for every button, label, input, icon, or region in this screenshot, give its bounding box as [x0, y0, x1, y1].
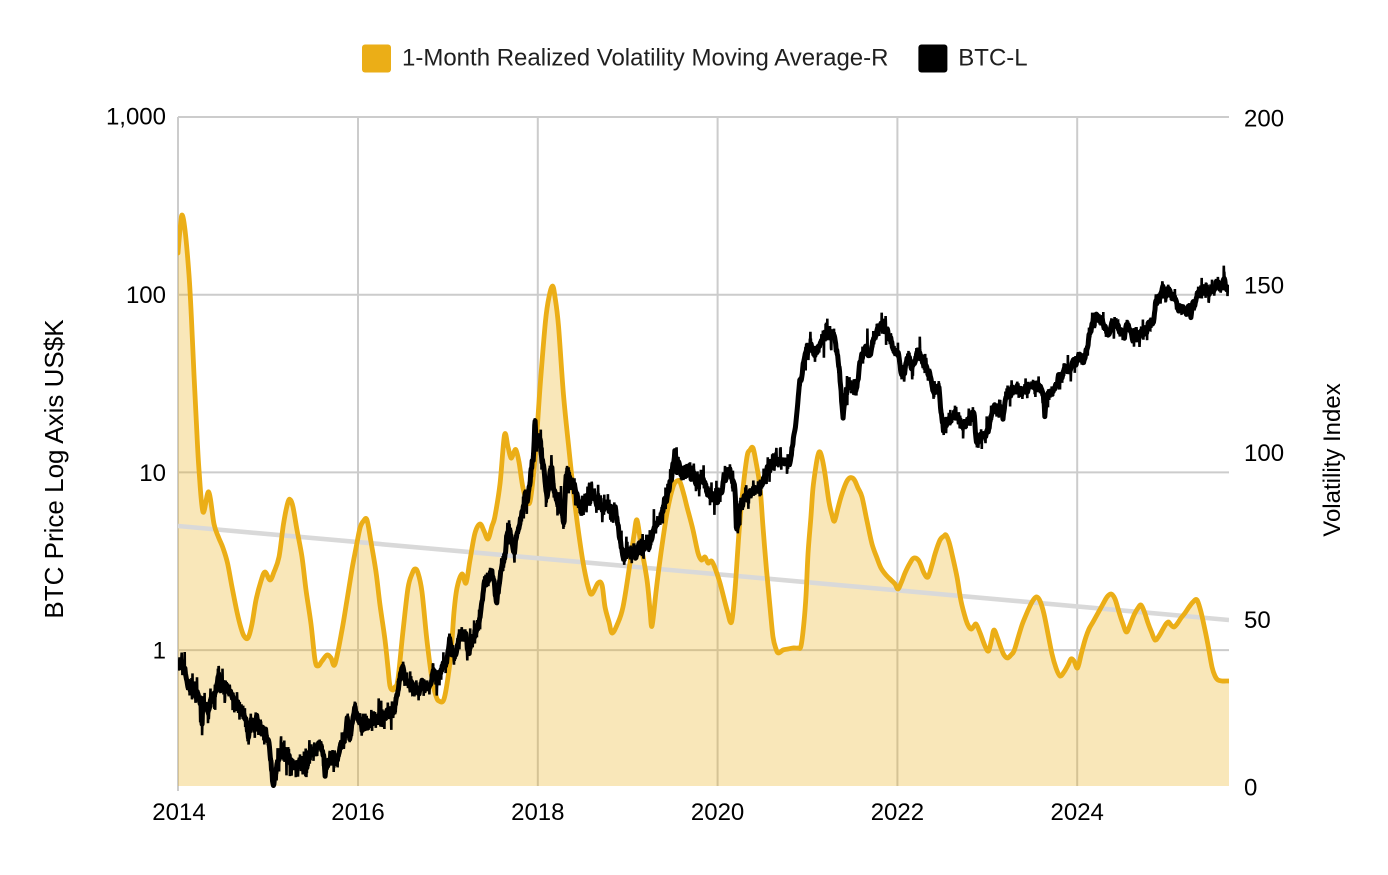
svg-text:2024: 2024	[1051, 799, 1104, 826]
svg-text:100: 100	[126, 282, 166, 309]
svg-text:2016: 2016	[331, 799, 384, 826]
svg-text:Volatility Index: Volatility Index	[1319, 383, 1346, 536]
svg-text:10: 10	[139, 460, 166, 487]
svg-text:2022: 2022	[871, 799, 924, 826]
svg-text:150: 150	[1244, 273, 1284, 300]
svg-text:1,000: 1,000	[106, 104, 166, 131]
svg-text:200: 200	[1244, 106, 1284, 133]
svg-text:1-Month Realized Volatility Mo: 1-Month Realized Volatility Moving Avera…	[402, 45, 888, 72]
svg-text:BTC Price Log Axis US$K: BTC Price Log Axis US$K	[39, 319, 69, 619]
svg-text:2014: 2014	[152, 799, 205, 826]
svg-text:50: 50	[1244, 607, 1271, 634]
svg-text:2020: 2020	[691, 799, 744, 826]
svg-text:BTC-L: BTC-L	[958, 45, 1027, 72]
svg-text:0: 0	[1244, 774, 1257, 801]
svg-text:2018: 2018	[511, 799, 564, 826]
svg-text:100: 100	[1244, 440, 1284, 467]
svg-text:1: 1	[153, 638, 166, 665]
